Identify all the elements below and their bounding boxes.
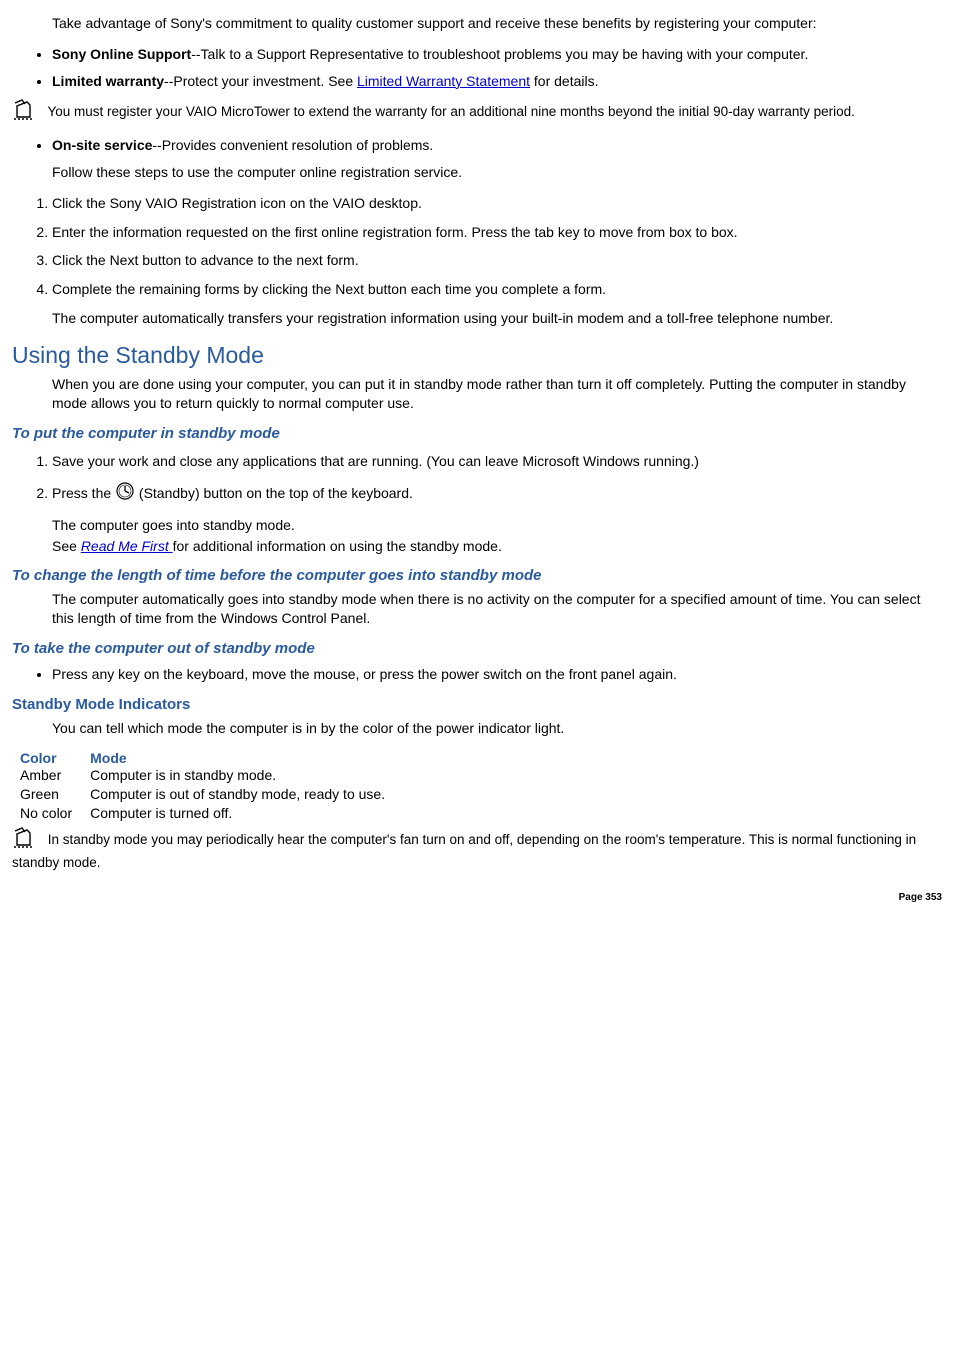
put-step-2: Press the (Standby) button on the top of… (52, 481, 942, 506)
registration-steps: Click the Sony VAIO Registration icon on… (32, 194, 942, 300)
take-out-bullet: Press any key on the keyboard, move the … (52, 665, 942, 684)
table-row: Green Computer is out of standby mode, r… (20, 785, 403, 804)
to-take-heading: To take the computer out of standby mode (12, 640, 942, 657)
indicator-table: Color Mode Amber Computer is in standby … (20, 750, 403, 823)
indicators-intro: You can tell which mode the computer is … (52, 719, 942, 738)
cell-color-3: No color (20, 804, 90, 823)
reg-after-para: The computer automatically transfers you… (52, 309, 942, 328)
benefit-onsite-label: On-site service (52, 137, 152, 153)
benefit-warranty: Limited warranty--Protect your investmen… (52, 72, 942, 91)
col-mode: Mode (90, 750, 403, 766)
note-icon (12, 827, 40, 854)
change-text: The computer automatically goes into sta… (52, 590, 942, 628)
reg-step-1: Click the Sony VAIO Registration icon on… (52, 194, 942, 213)
reg-step-2: Enter the information requested on the f… (52, 223, 942, 242)
fan-note: In standby mode you may periodically hea… (12, 827, 942, 872)
cell-color-1: Amber (20, 766, 90, 785)
benefit-onsite-text: --Provides convenient resolution of prob… (152, 137, 433, 153)
benefits-list-2: On-site service--Provides convenient res… (32, 136, 942, 155)
table-header-row: Color Mode (20, 750, 403, 766)
take-out-list: Press any key on the keyboard, move the … (32, 665, 942, 684)
table-row: Amber Computer is in standby mode. (20, 766, 403, 785)
benefit-warranty-label: Limited warranty (52, 73, 164, 89)
benefit-support-text: --Talk to a Support Representative to tr… (191, 46, 808, 62)
cell-mode-2: Computer is out of standby mode, ready t… (90, 785, 403, 804)
to-change-heading: To change the length of time before the … (12, 567, 942, 584)
intro-para: Take advantage of Sony's commitment to q… (52, 14, 942, 33)
fan-note-text: In standby mode you may periodically hea… (12, 832, 916, 870)
put-after-2: See Read Me First for additional informa… (52, 537, 942, 556)
reg-step-3: Click the Next button to advance to the … (52, 251, 942, 270)
benefit-warranty-pre: --Protect your investment. See (164, 73, 357, 89)
read-me-first-link[interactable]: Read Me First (81, 538, 173, 554)
follow-steps-para: Follow these steps to use the computer o… (52, 163, 942, 182)
benefit-warranty-post: for details. (530, 73, 598, 89)
put-standby-steps: Save your work and close any application… (32, 452, 942, 506)
standby-heading: Using the Standby Mode (12, 342, 942, 369)
limited-warranty-link[interactable]: Limited Warranty Statement (357, 73, 530, 89)
col-color: Color (20, 750, 90, 766)
table-row: No color Computer is turned off. (20, 804, 403, 823)
cell-mode-1: Computer is in standby mode. (90, 766, 403, 785)
benefit-support-label: Sony Online Support (52, 46, 191, 62)
cell-mode-3: Computer is turned off. (90, 804, 403, 823)
put-step-2-pre: Press the (52, 485, 115, 501)
to-put-heading: To put the computer in standby mode (12, 425, 942, 442)
benefit-support: Sony Online Support--Talk to a Support R… (52, 45, 942, 64)
put-step-2-post: (Standby) button on the top of the keybo… (139, 485, 413, 501)
put-after-2-post: for additional information on using the … (173, 538, 502, 554)
warranty-note: You must register your VAIO MicroTower t… (12, 99, 942, 126)
note-icon (12, 99, 40, 126)
benefit-onsite: On-site service--Provides convenient res… (52, 136, 942, 155)
benefits-list: Sony Online Support--Talk to a Support R… (32, 45, 942, 91)
indicators-heading: Standby Mode Indicators (12, 696, 942, 713)
put-after-1: The computer goes into standby mode. (52, 516, 942, 535)
page-number: Page 353 (12, 892, 942, 903)
cell-color-2: Green (20, 785, 90, 804)
put-after-2-pre: See (52, 538, 81, 554)
warranty-note-text: You must register your VAIO MicroTower t… (44, 104, 855, 119)
reg-step-4: Complete the remaining forms by clicking… (52, 280, 942, 299)
standby-intro: When you are done using your computer, y… (52, 375, 942, 413)
standby-icon (115, 481, 135, 506)
put-step-1: Save your work and close any application… (52, 452, 942, 471)
